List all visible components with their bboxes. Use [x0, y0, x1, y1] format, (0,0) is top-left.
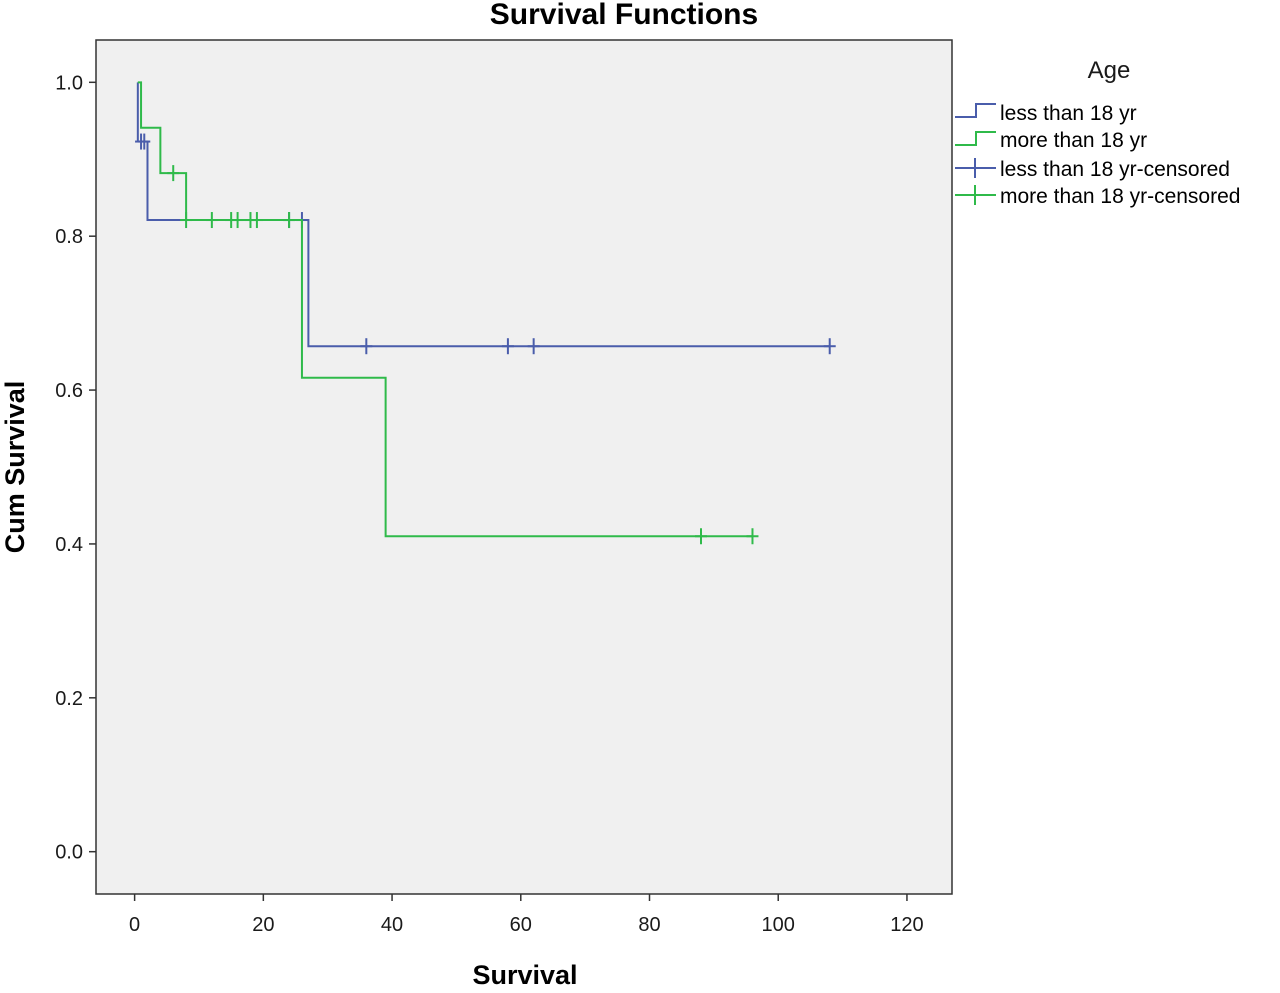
y-tick-label: 0.2	[55, 688, 83, 710]
censor-mark-more-than-18	[250, 212, 263, 229]
x-tick-label: 120	[890, 914, 923, 936]
censor-mark-more-than-18	[180, 212, 193, 229]
legend: Age less than 18 yr more than 18 yr less…	[955, 57, 1240, 208]
series-layer	[135, 81, 836, 545]
y-tick-label: 0.8	[55, 226, 83, 248]
censor-mark-less-than-18	[823, 338, 836, 355]
x-axis: 0 20 40 60 80 100 120	[129, 894, 924, 936]
y-tick-label: 0.4	[55, 534, 83, 556]
legend-swatch-more-than-18-censored	[955, 185, 996, 205]
y-axis-title: Cum Survival	[0, 381, 30, 554]
x-tick-label: 60	[510, 914, 532, 936]
censor-mark-less-than-18	[138, 133, 151, 150]
censor-mark-more-than-18	[283, 212, 296, 229]
legend-swatch-less-than-18	[955, 103, 996, 118]
x-tick-label: 20	[252, 914, 274, 936]
y-tick-label: 0.6	[55, 380, 83, 402]
legend-label-less-than-18-censored: less than 18 yr-censored	[1000, 158, 1230, 181]
censor-mark-less-than-18	[360, 338, 373, 355]
x-tick-label: 0	[129, 914, 140, 936]
legend-title: Age	[1088, 57, 1131, 84]
plot-area	[95, 39, 953, 895]
censor-mark-more-than-18	[167, 165, 180, 182]
censor-mark-more-than-18	[694, 528, 707, 545]
chart-title: Survival Functions	[490, 0, 758, 31]
x-tick-label: 80	[638, 914, 660, 936]
y-tick-label: 0.0	[55, 842, 83, 864]
legend-label-less-than-18: less than 18 yr	[1000, 102, 1137, 125]
censor-mark-more-than-18	[746, 528, 759, 545]
x-tick-label: 100	[762, 914, 795, 936]
censor-mark-more-than-18	[205, 212, 218, 229]
x-tick-label: 40	[381, 914, 403, 936]
x-axis-title: Survival	[472, 960, 577, 990]
legend-label-more-than-18: more than 18 yr	[1000, 129, 1147, 152]
survival-line-more-than-18	[137, 81, 753, 538]
legend-swatch-more-than-18	[955, 131, 996, 146]
y-axis: 0.0 0.2 0.4 0.6 0.8 1.0	[55, 72, 96, 864]
censor-mark-less-than-18	[501, 338, 514, 355]
legend-label-more-than-18-censored: more than 18 yr-censored	[1000, 185, 1240, 208]
y-tick-label: 1.0	[55, 72, 83, 94]
legend-swatch-less-than-18-censored	[955, 158, 996, 178]
censor-mark-more-than-18	[231, 212, 244, 229]
censor-mark-less-than-18	[527, 338, 540, 355]
